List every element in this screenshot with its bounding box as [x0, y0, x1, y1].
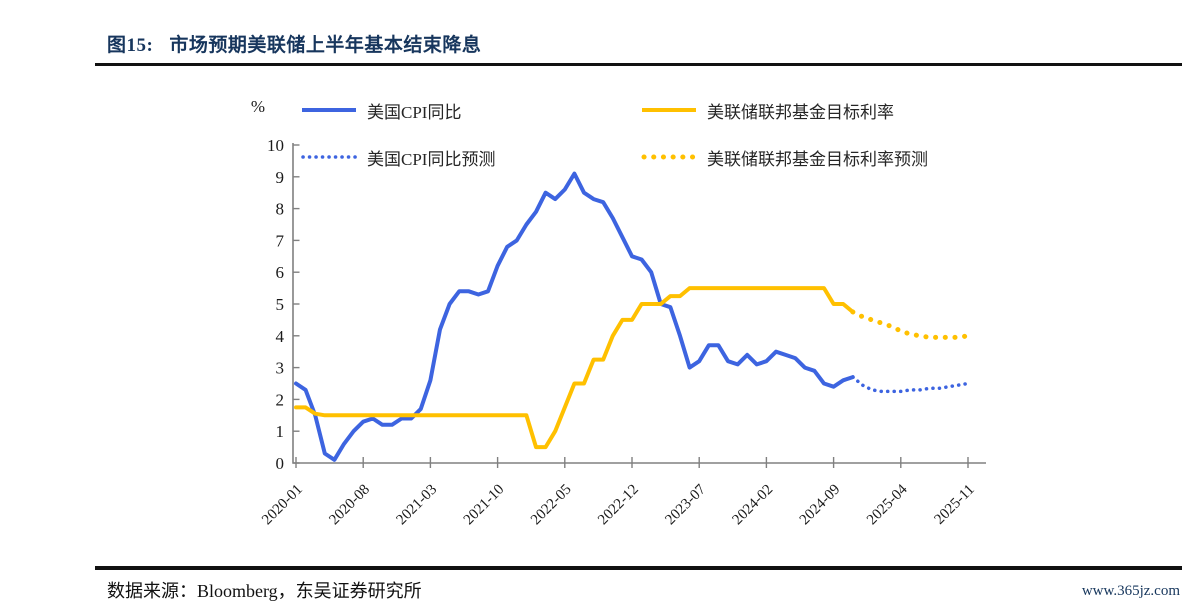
y-tick-label: 2	[276, 390, 285, 409]
legend-solid-blue-line-icon	[302, 108, 356, 112]
legend-label: 美国CPI同比预测	[367, 149, 496, 169]
x-tick-label: 2022-05	[528, 482, 575, 529]
legend-item-ffr: 美联储联邦基金目标利率	[640, 100, 894, 122]
legend-label: 美国CPI同比	[367, 102, 462, 122]
legend-item-ffr-forecast: 美联储联邦基金目标利率预测	[640, 147, 928, 169]
legend-item-cpi-forecast: 美国CPI同比预测	[300, 147, 496, 169]
data-source-text: 数据来源：Bloomberg，东吴证券研究所	[107, 581, 422, 601]
legend-label: 美联储联邦基金目标利率	[707, 102, 894, 122]
y-tick-label: 6	[276, 263, 285, 282]
legend-item-cpi: 美国CPI同比	[300, 100, 462, 122]
y-tick-label: 0	[276, 454, 285, 473]
x-tick-label: 2020-01	[259, 482, 306, 529]
series-line-3	[850, 309, 971, 340]
y-tick-label: 5	[276, 295, 285, 314]
y-tick-label: 10	[267, 136, 284, 155]
series-line-0	[294, 171, 855, 462]
figure-title: 图15: 市场预期美联储上半年基本结束降息	[107, 30, 481, 57]
y-tick-label: 3	[276, 359, 285, 378]
x-tick-label: 2023-07	[662, 481, 709, 528]
legend-label: 美联储联邦基金目标利率预测	[707, 149, 928, 169]
x-tick-label: 2025-04	[864, 481, 911, 528]
x-tick-label: 2021-10	[461, 482, 508, 529]
y-tick-label: 8	[276, 200, 285, 219]
title-divider	[95, 63, 1182, 66]
y-tick-label: 7	[276, 231, 285, 250]
footer-divider	[95, 566, 1182, 570]
legend-solid-yellow-line-icon	[642, 108, 696, 112]
site-watermark-link[interactable]: www.365jz.com	[1081, 583, 1180, 599]
y-tick-label: 4	[276, 327, 285, 346]
series-line-2	[851, 375, 970, 394]
y-axis-unit-label: %	[251, 97, 265, 116]
x-tick-label: 2020-08	[326, 482, 373, 529]
page-title: 市场预期美联储上半年基本结束降息	[169, 35, 482, 56]
x-tick-label: 2024-02	[730, 482, 777, 529]
x-tick-label: 2025-11	[932, 482, 978, 528]
x-tick-label: 2024-09	[797, 482, 844, 529]
x-tick-label: 2022-12	[595, 482, 642, 529]
y-tick-label: 1	[276, 422, 285, 441]
figure-number-label: 图15:	[107, 35, 154, 56]
legend-dotted-yellow-line-icon	[641, 154, 698, 160]
series-line-1	[294, 286, 855, 450]
y-tick-label: 9	[276, 168, 285, 187]
x-tick-label: 2021-03	[394, 482, 441, 529]
legend-dotted-blue-line-icon	[301, 155, 358, 159]
